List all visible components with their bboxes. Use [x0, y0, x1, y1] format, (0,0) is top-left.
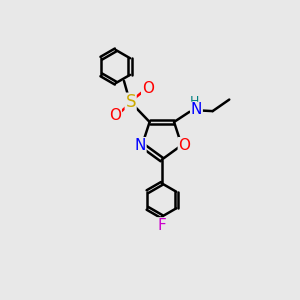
Text: N: N [134, 138, 146, 153]
Text: H: H [190, 95, 200, 108]
Text: O: O [109, 108, 121, 123]
Text: O: O [142, 80, 154, 95]
Text: S: S [125, 93, 136, 111]
Text: F: F [158, 218, 166, 233]
Text: N: N [191, 103, 202, 118]
Text: O: O [178, 138, 190, 153]
